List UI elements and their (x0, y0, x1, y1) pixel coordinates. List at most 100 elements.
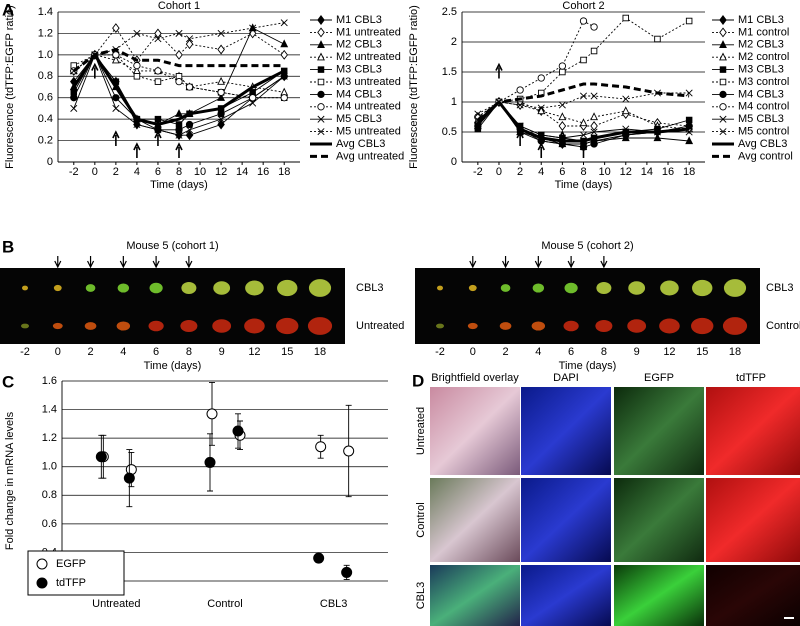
fluor-spot (276, 317, 299, 335)
marker (175, 77, 183, 86)
day-label: 6 (153, 346, 159, 358)
fluor-spot (564, 282, 578, 294)
marker (558, 121, 567, 131)
marker (579, 131, 588, 139)
micrograph (706, 478, 800, 562)
marker (516, 101, 524, 109)
micrograph (430, 565, 520, 626)
fluor-spot (53, 284, 62, 292)
fluor-spot (660, 280, 679, 296)
marker (217, 110, 225, 118)
x-axis-label: Time (days) (555, 179, 613, 191)
row-label: Control (415, 502, 427, 537)
y-tick-label: 0.2 (38, 134, 53, 146)
x-tick-label: 8 (176, 166, 182, 178)
x-tick-label: 12 (620, 166, 632, 178)
row-label: Control (766, 320, 800, 332)
column-header: Brightfield overlay (431, 372, 519, 384)
legend-label: EGFP (56, 558, 86, 570)
legend-marker (719, 66, 727, 73)
marker (590, 121, 598, 131)
series-line (73, 54, 285, 99)
marker (249, 94, 257, 102)
legend-marker (719, 52, 727, 61)
marker (559, 68, 566, 76)
y-tick-label: 0 (47, 156, 53, 168)
marker (175, 126, 183, 134)
point (313, 552, 325, 564)
fluor-spot (84, 322, 97, 330)
marker (186, 35, 194, 43)
marker (580, 56, 587, 64)
legend-label: M1 CBL3 (336, 14, 382, 26)
row-label: Untreated (356, 320, 404, 332)
marker (590, 92, 598, 100)
fluor-spot (563, 320, 579, 332)
point (123, 472, 135, 484)
fluor-spot (692, 279, 713, 297)
legend-marker (719, 90, 727, 99)
fluor-spot (148, 320, 164, 332)
treatment-arrow (537, 142, 545, 158)
day-label: 4 (535, 346, 541, 358)
series-line (477, 92, 690, 115)
fluor-spot (628, 281, 646, 295)
legend-marker (719, 40, 727, 48)
legend-marker (36, 577, 48, 589)
legend-marker (719, 78, 727, 86)
y-tick-label: 0.6 (42, 518, 57, 530)
marker (217, 76, 226, 85)
fluor-spot (244, 318, 265, 334)
x-tick-label: 6 (559, 166, 565, 178)
fluor-spot (531, 321, 546, 331)
x-axis-label: Time (days) (559, 360, 617, 372)
panel-label: B (2, 237, 14, 256)
legend-label: M4 CBL3 (738, 88, 784, 100)
x-tick-label: CBL3 (320, 598, 348, 610)
micrograph (614, 565, 704, 626)
y-tick-label: 1.4 (42, 403, 57, 415)
legend-label: M5 CBL3 (738, 113, 784, 125)
legend-marker (317, 103, 325, 111)
micrograph (521, 478, 611, 562)
x-tick-label: 16 (257, 166, 269, 178)
legend-label: M5 control (738, 126, 789, 138)
legend-marker (317, 52, 325, 61)
marker (133, 61, 141, 70)
fluor-spot (22, 285, 28, 291)
marker (175, 49, 183, 60)
day-label: 2 (87, 346, 93, 358)
day-label: -2 (20, 346, 30, 358)
legend-marker (317, 115, 325, 123)
marker (185, 130, 194, 141)
legend-label: M3 untreated (336, 76, 401, 88)
day-label: 4 (120, 346, 126, 358)
fluor-spot (181, 282, 197, 294)
treatment-arrow (91, 62, 99, 79)
row-label: Untreated (415, 407, 427, 455)
point (343, 445, 355, 457)
series-line (477, 101, 690, 130)
marker (249, 99, 257, 107)
fluor-spot (308, 279, 332, 297)
legend-marker (719, 115, 727, 123)
treatment-arrow (469, 256, 477, 269)
x-tick-label: 14 (641, 166, 653, 178)
legend-label: M1 CBL3 (738, 14, 784, 26)
marker (217, 44, 225, 55)
point (232, 425, 244, 437)
legend-label: M4 untreated (336, 101, 401, 113)
treatment-arrow (87, 256, 95, 269)
legend-label: M4 CBL3 (336, 88, 382, 100)
series-line (73, 54, 285, 93)
series-line (477, 20, 595, 118)
day-label: 18 (729, 346, 741, 358)
column-header: tdTFP (736, 372, 766, 384)
fluor-spot (245, 280, 264, 296)
panel-label: C (2, 372, 14, 391)
y-tick-label: 2 (451, 36, 457, 48)
marker (175, 131, 183, 139)
fluor-spot (116, 321, 131, 331)
series-line (476, 82, 690, 122)
marker (217, 119, 225, 130)
